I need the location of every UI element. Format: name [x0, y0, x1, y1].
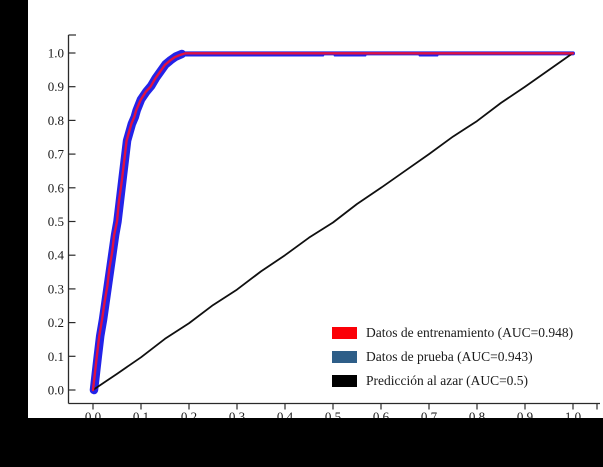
training-data-curve [91, 52, 575, 392]
svg-text:0.5: 0.5 [48, 214, 64, 229]
y-axis-tick-labels: 0.0 0.1 0.2 0.3 0.4 0.5 0.6 0.7 0.8 0.9 1.0 [48, 46, 65, 398]
svg-text:0.6: 0.6 [48, 180, 65, 195]
legend-label-test: Datos de prueba (AUC=0.943) [366, 349, 533, 364]
axes [67, 34, 600, 410]
legend-label-training: Datos de entrenamiento (AUC=0.948) [366, 325, 574, 340]
svg-text:0.2: 0.2 [48, 315, 64, 330]
legend-item-random: Predicción al azar (AUC=0.5) [332, 374, 573, 387]
svg-text:0.0: 0.0 [48, 383, 64, 398]
legend-item-test: Datos de prueba (AUC=0.943) [332, 350, 573, 363]
legend-item-training: Datos de entrenamiento (AUC=0.948) [332, 326, 573, 339]
redaction-bar-bottom [0, 418, 603, 467]
redaction-bar-left [0, 0, 28, 467]
test-swatch [332, 350, 357, 363]
svg-text:1.0: 1.0 [48, 46, 64, 61]
svg-text:0.4: 0.4 [48, 248, 65, 263]
svg-text:0.1: 0.1 [48, 349, 64, 364]
legend: Datos de entrenamiento (AUC=0.948) Datos… [332, 326, 573, 387]
training-swatch [332, 326, 357, 339]
random-prediction-diagonal [92, 52, 574, 391]
svg-text:0.7: 0.7 [48, 147, 65, 162]
legend-label-random: Predicción al azar (AUC=0.5) [366, 373, 529, 388]
svg-text:0.3: 0.3 [48, 281, 64, 296]
svg-text:0.8: 0.8 [48, 113, 64, 128]
svg-text:0.9: 0.9 [48, 79, 64, 94]
random-swatch [332, 374, 357, 387]
